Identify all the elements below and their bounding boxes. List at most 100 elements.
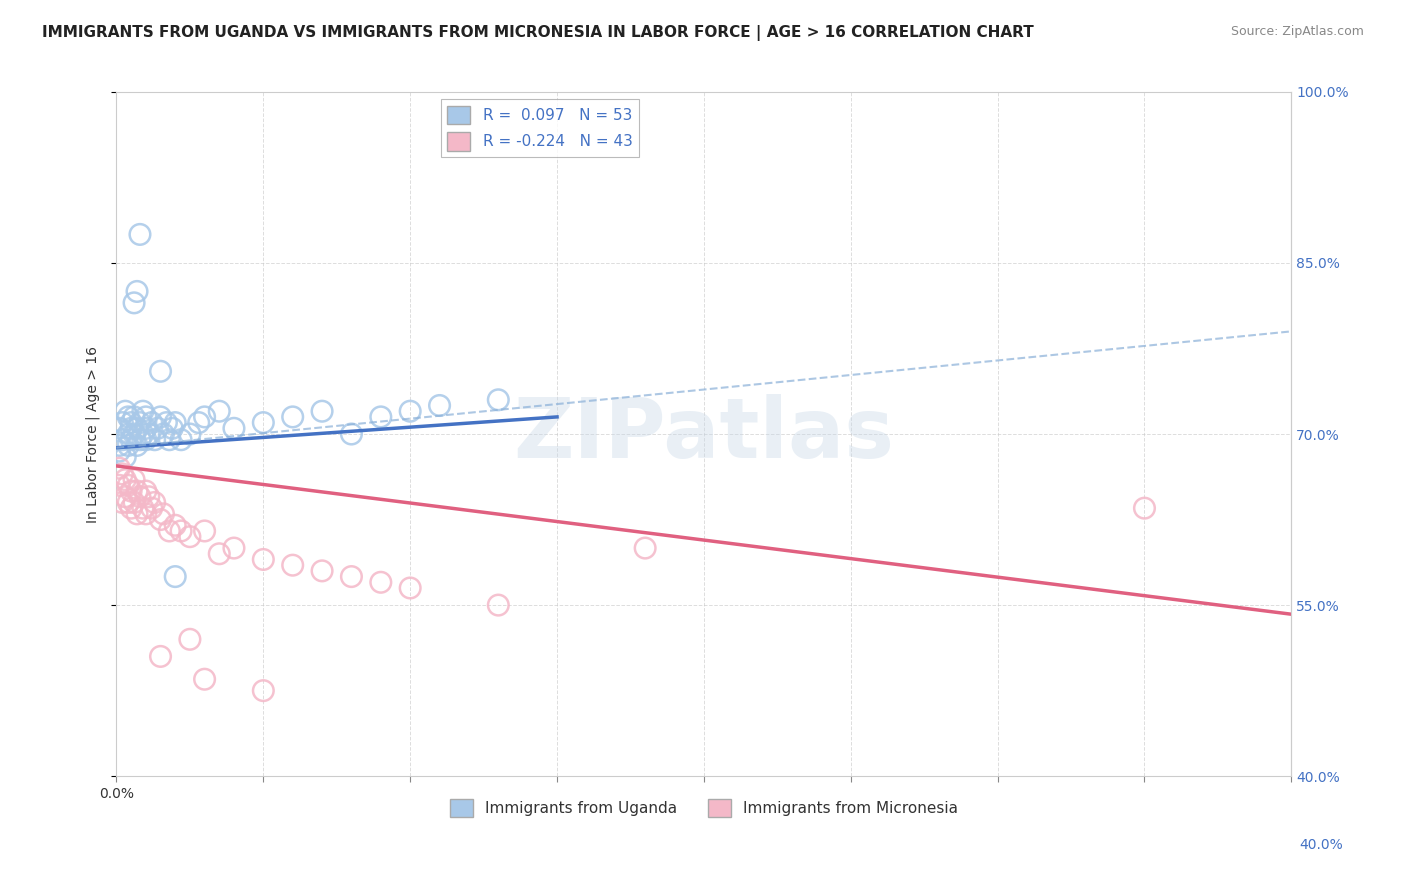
- Point: [135, 409, 157, 424]
- Point: [138, 490, 160, 504]
- Point: [108, 438, 131, 452]
- Point: [135, 507, 157, 521]
- Text: ZIPatlas: ZIPatlas: [513, 393, 894, 475]
- Point: [187, 416, 209, 430]
- Point: [117, 495, 139, 509]
- Point: [486, 392, 509, 407]
- Point: [170, 524, 193, 538]
- Point: [165, 569, 187, 583]
- Point: [125, 507, 148, 521]
- Point: [117, 438, 139, 452]
- Point: [108, 478, 131, 492]
- Point: [135, 421, 157, 435]
- Point: [149, 649, 172, 664]
- Point: [152, 507, 174, 521]
- Point: [120, 501, 142, 516]
- Point: [340, 569, 363, 583]
- Point: [129, 227, 152, 242]
- Point: [111, 416, 134, 430]
- Point: [1133, 501, 1156, 516]
- Point: [149, 409, 172, 424]
- Point: [252, 683, 274, 698]
- Point: [125, 285, 148, 299]
- Point: [165, 518, 187, 533]
- Point: [122, 296, 145, 310]
- Point: [117, 409, 139, 424]
- Point: [340, 427, 363, 442]
- Point: [208, 404, 231, 418]
- Point: [108, 461, 131, 475]
- Point: [399, 581, 422, 595]
- Point: [122, 495, 145, 509]
- Y-axis label: In Labor Force | Age > 16: In Labor Force | Age > 16: [86, 345, 100, 523]
- Point: [129, 433, 152, 447]
- Point: [135, 483, 157, 498]
- Point: [143, 495, 166, 509]
- Point: [311, 564, 333, 578]
- Point: [135, 433, 157, 447]
- Legend: Immigrants from Uganda, Immigrants from Micronesia: Immigrants from Uganda, Immigrants from …: [444, 792, 965, 823]
- Point: [155, 416, 177, 430]
- Point: [122, 473, 145, 487]
- Point: [281, 409, 304, 424]
- Point: [179, 632, 201, 647]
- Point: [143, 433, 166, 447]
- Text: IMMIGRANTS FROM UGANDA VS IMMIGRANTS FROM MICRONESIA IN LABOR FORCE | AGE > 16 C: IMMIGRANTS FROM UGANDA VS IMMIGRANTS FRO…: [42, 25, 1033, 41]
- Point: [114, 450, 136, 464]
- Point: [252, 416, 274, 430]
- Point: [129, 490, 152, 504]
- Point: [111, 495, 134, 509]
- Point: [108, 421, 131, 435]
- Point: [141, 416, 163, 430]
- Point: [125, 483, 148, 498]
- Point: [370, 409, 392, 424]
- Point: [370, 575, 392, 590]
- Point: [429, 399, 451, 413]
- Point: [132, 427, 155, 442]
- Point: [114, 404, 136, 418]
- Point: [108, 444, 131, 458]
- Point: [486, 598, 509, 612]
- Point: [194, 409, 217, 424]
- Point: [311, 404, 333, 418]
- Point: [120, 433, 142, 447]
- Point: [129, 416, 152, 430]
- Text: Source: ZipAtlas.com: Source: ZipAtlas.com: [1230, 25, 1364, 38]
- Point: [149, 512, 172, 526]
- Point: [117, 478, 139, 492]
- Point: [194, 672, 217, 686]
- Point: [208, 547, 231, 561]
- Point: [120, 416, 142, 430]
- Text: 40.0%: 40.0%: [1299, 838, 1343, 852]
- Point: [157, 433, 180, 447]
- Point: [125, 438, 148, 452]
- Point: [222, 541, 245, 555]
- Point: [141, 501, 163, 516]
- Point: [634, 541, 657, 555]
- Point: [132, 501, 155, 516]
- Point: [162, 421, 184, 435]
- Point: [120, 421, 142, 435]
- Point: [125, 421, 148, 435]
- Point: [165, 416, 187, 430]
- Point: [179, 427, 201, 442]
- Point: [146, 421, 169, 435]
- Point: [120, 483, 142, 498]
- Point: [152, 427, 174, 442]
- Point: [132, 404, 155, 418]
- Point: [117, 427, 139, 442]
- Point: [179, 530, 201, 544]
- Point: [222, 421, 245, 435]
- Point: [252, 552, 274, 566]
- Point: [111, 467, 134, 481]
- Point: [111, 433, 134, 447]
- Point: [194, 524, 217, 538]
- Point: [114, 490, 136, 504]
- Point: [138, 427, 160, 442]
- Point: [170, 433, 193, 447]
- Point: [114, 473, 136, 487]
- Point: [399, 404, 422, 418]
- Point: [281, 558, 304, 573]
- Point: [122, 427, 145, 442]
- Point: [149, 364, 172, 378]
